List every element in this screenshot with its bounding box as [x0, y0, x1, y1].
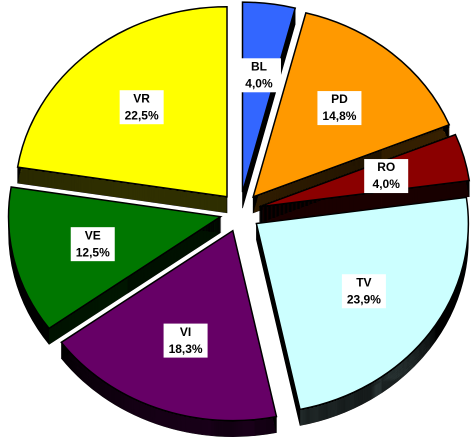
slice-value-label: 23,9% [347, 292, 381, 306]
slice-label: VI [180, 325, 191, 339]
slice-label: VE [85, 228, 101, 242]
slice-label: RO [377, 160, 395, 174]
label-box [119, 90, 164, 125]
label-box [317, 91, 362, 126]
slice-value-label: 4,0% [245, 76, 273, 90]
label-box [364, 159, 409, 194]
slice-value-label: 22,5% [125, 108, 159, 122]
slice-value-label: 4,0% [373, 177, 401, 191]
label-box [70, 227, 115, 262]
slice-value-label: 18,3% [169, 342, 203, 356]
label-box [163, 323, 208, 358]
slice-label: PD [331, 92, 348, 106]
slice [241, 1, 297, 193]
slice-label: VR [133, 91, 150, 105]
slice-label: TV [356, 275, 371, 289]
slice-value-label: 12,5% [76, 245, 110, 259]
label-box [341, 274, 386, 309]
slice-value-label: 14,8% [322, 109, 356, 123]
label-box [236, 58, 281, 93]
slice-label: BL [251, 59, 267, 73]
